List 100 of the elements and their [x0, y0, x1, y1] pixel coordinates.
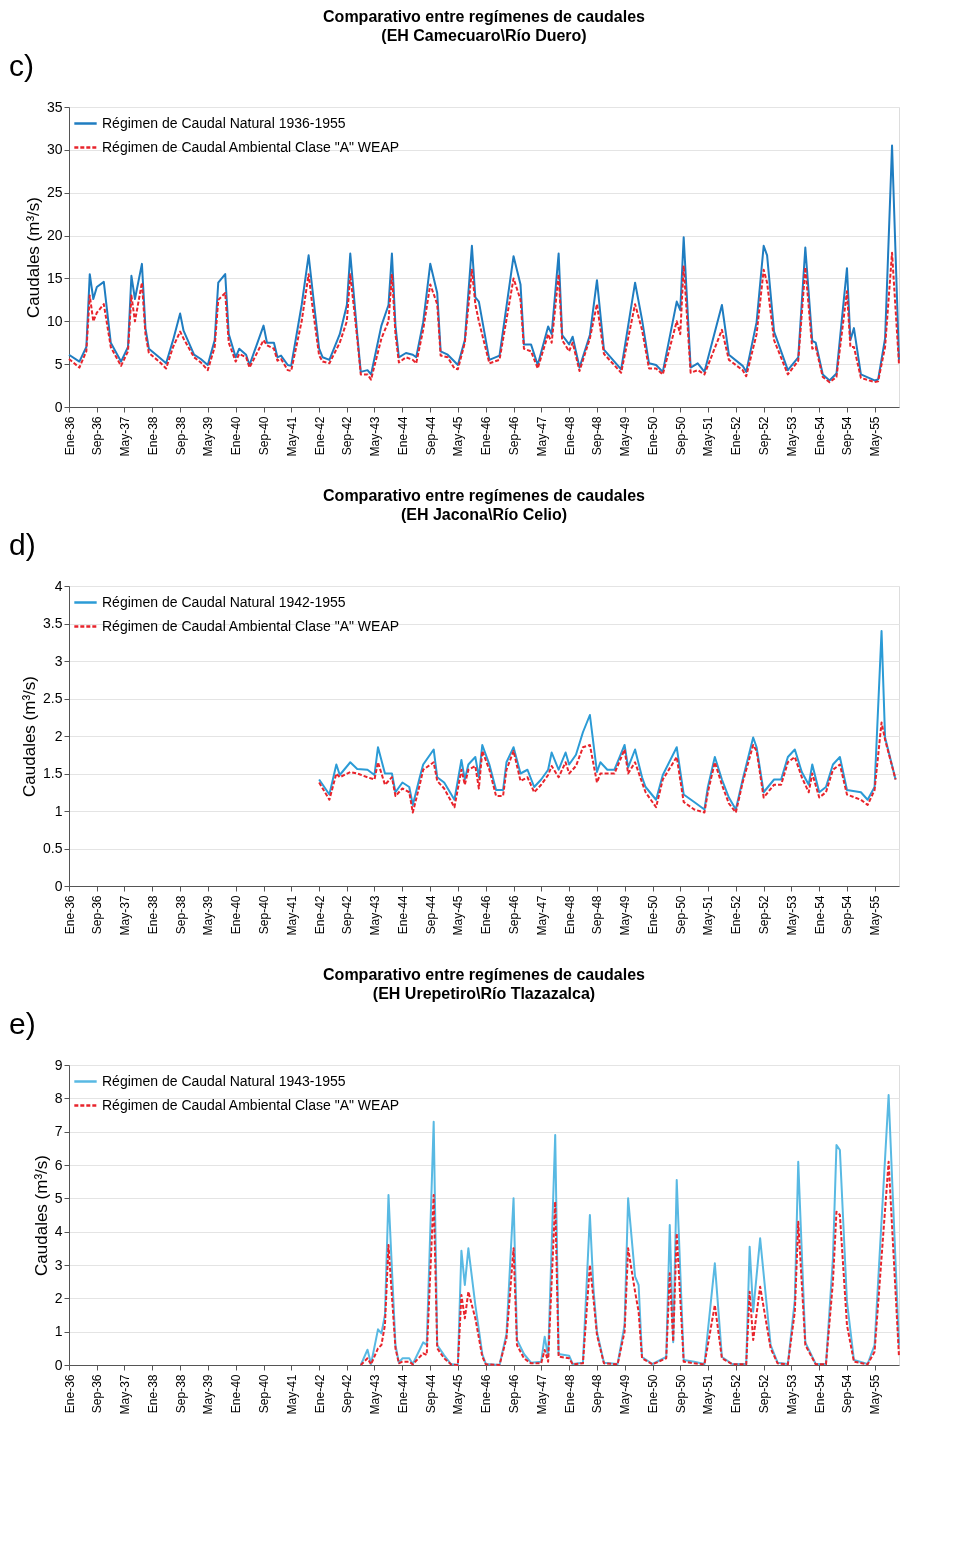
- x-tick-label: May-37: [117, 1374, 132, 1415]
- x-tick-label: Sep-46: [507, 416, 522, 456]
- x-tick-label: Ene-50: [646, 1374, 661, 1414]
- x-tick-label: May-41: [284, 416, 299, 457]
- x-tick-label: Ene-42: [312, 416, 327, 456]
- y-tick-label: 20: [46, 227, 63, 244]
- x-tick-label: May-47: [534, 416, 549, 457]
- x-tick-label: Sep-42: [340, 416, 355, 456]
- legend-label: Régimen de Caudal Ambiental Clase "A" WEAP: [102, 138, 400, 155]
- x-tick-label: Ene-52: [729, 895, 744, 935]
- x-tick-label: May-43: [367, 895, 382, 936]
- x-tick-label: Sep-36: [90, 416, 105, 456]
- x-tick-label: May-51: [701, 895, 716, 936]
- y-tick-label: 0: [54, 1356, 63, 1373]
- x-tick-label: May-41: [284, 1374, 299, 1415]
- x-tick-label: Ene-40: [229, 895, 244, 935]
- x-tick-label: May-49: [618, 416, 633, 457]
- x-tick-label: Sep-52: [757, 895, 772, 935]
- y-tick-label: 5: [54, 355, 63, 372]
- x-tick-label: May-43: [367, 416, 382, 457]
- x-tick-label: May-41: [284, 895, 299, 936]
- x-tick-label: Ene-48: [562, 895, 577, 935]
- x-tick-label: Ene-44: [395, 1374, 410, 1414]
- x-tick-label: Sep-36: [90, 895, 105, 935]
- x-tick-label: Sep-52: [757, 416, 772, 456]
- y-tick-label: 5: [54, 1189, 63, 1206]
- x-tick-label: May-51: [701, 1374, 716, 1415]
- x-tick-label: Ene-44: [395, 895, 410, 935]
- text: c): [9, 49, 34, 82]
- x-tick-label: Ene-52: [729, 416, 744, 456]
- x-tick-label: Sep-48: [590, 895, 605, 935]
- y-tick-label: 10: [46, 312, 63, 329]
- x-tick-label: Ene-54: [812, 1374, 827, 1414]
- x-tick-label: Ene-40: [229, 416, 244, 456]
- y-tick-label: 3.5: [43, 615, 63, 631]
- chart-title: Comparativo entre regímenes de caudales: [323, 487, 646, 504]
- x-tick-label: May-37: [117, 895, 132, 936]
- y-tick-label: 2: [54, 1289, 63, 1306]
- x-tick-label: Ene-52: [729, 1374, 744, 1414]
- x-tick-label: May-53: [784, 1374, 799, 1415]
- x-tick-label: Sep-52: [757, 1374, 772, 1414]
- y-axis-title: Caudales (m³/s): [23, 197, 43, 318]
- x-tick-label: May-55: [868, 895, 883, 936]
- line-series: [359, 1094, 900, 1366]
- y-tick-label: 2: [54, 727, 63, 744]
- x-tick-label: Sep-40: [257, 1374, 272, 1414]
- x-tick-label: Ene-38: [145, 416, 160, 456]
- x-tick-label: Ene-54: [812, 895, 827, 935]
- x-tick-label: Sep-40: [257, 895, 272, 935]
- x-tick-label: May-45: [451, 416, 466, 457]
- x-tick-label: Sep-46: [507, 1374, 522, 1414]
- x-tick-label: Sep-54: [840, 895, 855, 935]
- y-tick-label: 2.5: [43, 690, 63, 706]
- x-tick-label: May-47: [534, 895, 549, 936]
- chart-subtitle: (EH Camecuaro\Río Duero): [381, 27, 587, 44]
- x-tick-label: May-45: [451, 895, 466, 936]
- x-tick-label: Ene-36: [62, 416, 77, 456]
- x-tick-label: May-39: [201, 1374, 216, 1415]
- x-tick-label: Sep-42: [340, 895, 355, 935]
- legend-label: Régimen de Caudal Natural 1942-1955: [102, 593, 346, 610]
- legend-label: Régimen de Caudal Ambiental Clase "A" WEAP: [102, 617, 400, 634]
- x-tick-label: Sep-38: [173, 416, 188, 456]
- x-tick-label: Ene-38: [145, 895, 160, 935]
- x-tick-label: Sep-54: [840, 416, 855, 456]
- x-tick-label: Sep-40: [257, 416, 272, 456]
- legend-label: Régimen de Caudal Natural 1936-1955: [102, 114, 346, 131]
- x-tick-label: May-53: [784, 895, 799, 936]
- x-tick-label: Ene-46: [479, 895, 494, 935]
- x-tick-label: Ene-44: [395, 416, 410, 456]
- x-tick-label: Sep-46: [507, 895, 522, 935]
- x-tick-label: May-51: [701, 416, 716, 457]
- x-tick-label: Ene-40: [229, 1374, 244, 1414]
- y-tick-label: 35: [46, 98, 63, 115]
- x-tick-label: Sep-50: [673, 1374, 688, 1414]
- x-tick-label: Sep-50: [673, 895, 688, 935]
- y-tick-label: 4: [54, 577, 63, 594]
- x-tick-label: Ene-46: [479, 416, 494, 456]
- text: d): [9, 528, 36, 561]
- x-tick-label: Ene-54: [812, 416, 827, 456]
- y-tick-label: 0: [54, 398, 63, 415]
- x-tick-label: Ene-36: [62, 895, 77, 935]
- y-tick-label: 8: [54, 1089, 63, 1106]
- x-tick-label: May-55: [868, 1374, 883, 1415]
- x-tick-label: May-37: [117, 416, 132, 457]
- legend-label: Régimen de Caudal Ambiental Clase "A" WEAP: [102, 1096, 400, 1113]
- y-tick-label: 3: [54, 1256, 63, 1273]
- line-series: [318, 630, 897, 811]
- x-tick-label: Sep-38: [173, 1374, 188, 1414]
- x-tick-label: May-47: [534, 1374, 549, 1415]
- x-tick-label: Ene-38: [145, 1374, 160, 1414]
- x-tick-label: May-45: [451, 1374, 466, 1415]
- legend-label: Régimen de Caudal Natural 1943-1955: [102, 1072, 346, 1089]
- y-tick-label: 3: [54, 652, 63, 669]
- x-tick-label: Ene-48: [562, 416, 577, 456]
- chart-title: Comparativo entre regímenes de caudales: [323, 8, 646, 25]
- x-tick-label: May-49: [618, 895, 633, 936]
- x-tick-label: May-49: [618, 1374, 633, 1415]
- x-tick-label: Sep-48: [590, 416, 605, 456]
- x-tick-label: Sep-38: [173, 895, 188, 935]
- y-tick-label: 6: [54, 1156, 63, 1173]
